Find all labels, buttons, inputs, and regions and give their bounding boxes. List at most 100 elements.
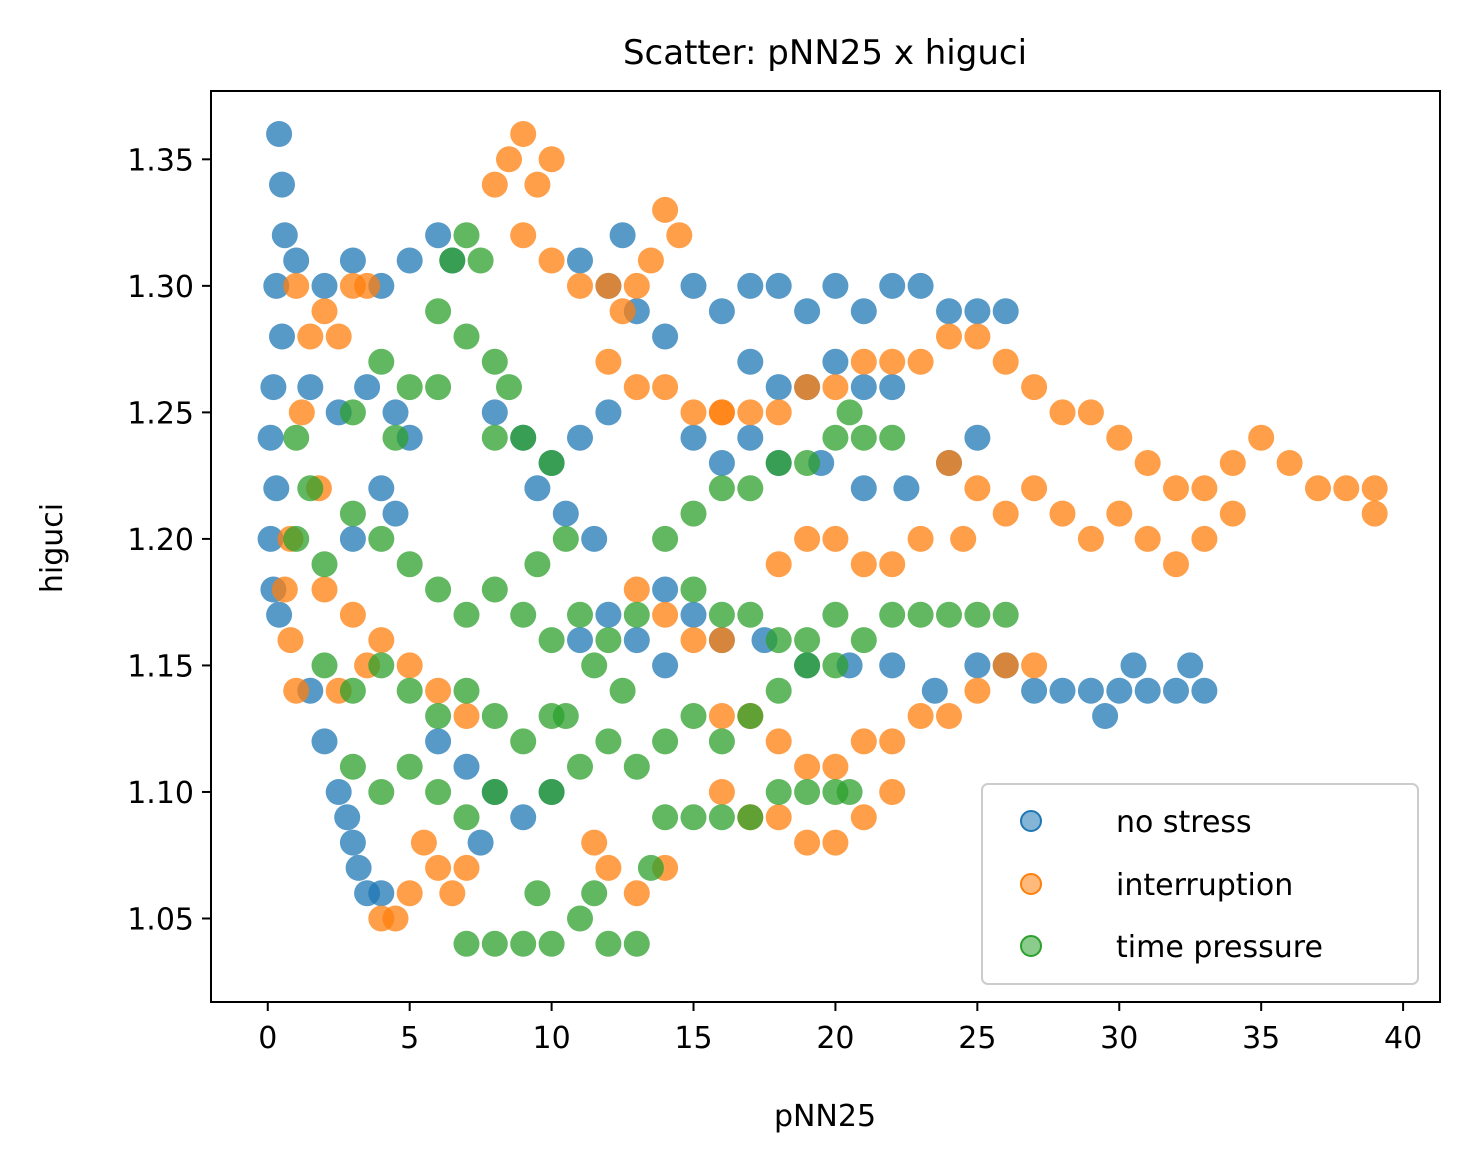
data-point-no-stress <box>567 247 593 274</box>
x-tick-label: 35 <box>1242 1021 1280 1056</box>
data-point-no-stress <box>567 627 593 654</box>
data-point-interruption <box>936 323 962 350</box>
data-point-interruption <box>567 272 593 299</box>
data-point-interruption <box>765 728 792 755</box>
data-point-time-pressure <box>680 500 707 527</box>
data-point-time-pressure <box>368 652 395 679</box>
data-point-no-stress <box>1092 703 1119 729</box>
data-point-interruption <box>879 728 906 755</box>
legend-label-interruption: interruption <box>1116 868 1293 903</box>
data-point-no-stress <box>623 627 650 654</box>
data-point-time-pressure <box>992 601 1019 628</box>
legend-label-no-stress: no stress <box>1116 805 1252 840</box>
legend-marker-interruption <box>1020 873 1042 895</box>
data-point-time-pressure <box>382 424 409 451</box>
axes-frame <box>210 90 1441 1003</box>
data-point-time-pressure <box>567 601 593 628</box>
data-point-time-pressure <box>850 627 877 654</box>
data-point-time-pressure <box>467 247 494 274</box>
data-point-time-pressure <box>368 779 395 805</box>
data-point-no-stress <box>964 652 991 679</box>
data-point-interruption <box>271 576 298 603</box>
data-point-no-stress <box>609 222 636 249</box>
data-point-time-pressure <box>453 930 480 957</box>
data-point-time-pressure <box>311 551 338 578</box>
data-point-time-pressure <box>609 677 636 704</box>
x-tick-label: 0 <box>258 1021 277 1056</box>
data-point-interruption <box>822 374 849 401</box>
data-point-no-stress <box>921 677 948 704</box>
data-point-interruption <box>1248 424 1275 451</box>
data-point-interruption <box>311 298 338 325</box>
data-point-time-pressure <box>339 753 366 780</box>
data-point-no-stress <box>595 601 622 628</box>
data-point-time-pressure <box>453 222 480 249</box>
y-tick-label: 1.25 <box>127 396 194 431</box>
data-point-interruption <box>623 272 650 299</box>
x-tick-label: 25 <box>958 1021 996 1056</box>
data-point-time-pressure <box>680 703 707 729</box>
data-point-time-pressure <box>708 804 735 831</box>
data-point-interruption <box>453 703 480 729</box>
data-point-no-stress <box>524 475 551 502</box>
data-point-no-stress <box>708 298 735 325</box>
data-point-time-pressure <box>552 525 579 552</box>
data-point-time-pressure <box>794 652 821 679</box>
data-point-interruption <box>382 905 409 932</box>
data-point-time-pressure <box>623 601 650 628</box>
data-point-no-stress <box>257 424 284 451</box>
data-point-time-pressure <box>652 804 679 831</box>
data-point-time-pressure <box>524 880 551 907</box>
data-point-interruption <box>595 348 622 375</box>
data-point-no-stress <box>652 576 679 603</box>
data-point-interruption <box>992 652 1019 679</box>
data-point-no-stress <box>297 374 324 401</box>
data-point-time-pressure <box>794 779 821 805</box>
data-point-interruption <box>822 525 849 552</box>
data-point-time-pressure <box>794 450 821 476</box>
data-point-interruption <box>1219 500 1246 527</box>
data-point-no-stress <box>425 222 452 249</box>
data-point-interruption <box>666 222 693 249</box>
data-point-time-pressure <box>595 728 622 755</box>
data-point-no-stress <box>1049 677 1076 704</box>
series-layer <box>257 121 1388 957</box>
data-point-interruption <box>623 576 650 603</box>
data-point-time-pressure <box>765 779 792 805</box>
data-point-no-stress <box>794 298 821 325</box>
data-point-time-pressure <box>481 348 508 375</box>
data-point-interruption <box>410 829 437 856</box>
data-point-interruption <box>1049 500 1076 527</box>
data-point-no-stress <box>334 804 361 831</box>
data-point-no-stress <box>879 652 906 679</box>
data-point-no-stress <box>879 374 906 401</box>
data-point-time-pressure <box>765 450 792 476</box>
data-point-time-pressure <box>907 601 934 628</box>
data-point-no-stress <box>737 348 764 375</box>
y-axis-ticks: 1.05 1.10 1.15 1.20 1.25 1.30 1.35 <box>127 143 211 937</box>
data-point-time-pressure <box>297 475 324 502</box>
data-point-interruption <box>652 601 679 628</box>
data-point-interruption <box>1134 450 1161 476</box>
data-point-time-pressure <box>652 525 679 552</box>
data-point-time-pressure <box>879 424 906 451</box>
data-point-interruption <box>850 804 877 831</box>
data-point-interruption <box>1276 450 1303 476</box>
data-point-interruption <box>822 829 849 856</box>
y-tick-label: 1.15 <box>127 649 194 684</box>
data-point-time-pressure <box>453 677 480 704</box>
data-point-no-stress <box>260 374 287 401</box>
data-point-interruption <box>765 551 792 578</box>
data-point-interruption <box>453 854 480 881</box>
data-point-time-pressure <box>581 652 608 679</box>
data-point-time-pressure <box>737 804 764 831</box>
data-point-interruption <box>277 627 304 654</box>
data-point-interruption <box>396 652 423 679</box>
data-point-time-pressure <box>836 779 863 805</box>
data-point-interruption <box>1106 424 1133 451</box>
data-point-no-stress <box>354 374 381 401</box>
data-point-interruption <box>595 854 622 881</box>
data-point-no-stress <box>964 298 991 325</box>
data-point-no-stress <box>510 804 537 831</box>
